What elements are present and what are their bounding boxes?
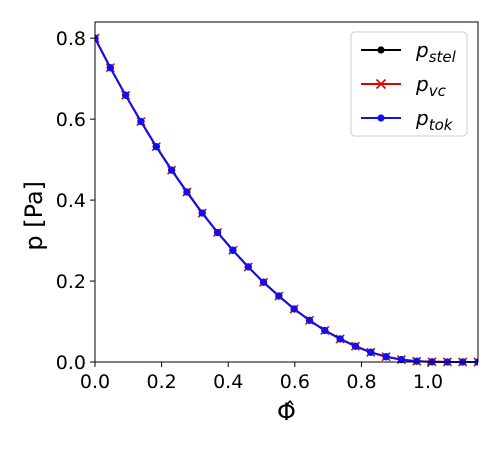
legend-label: pstel bbox=[415, 38, 457, 66]
data-point bbox=[351, 342, 360, 350]
data-point bbox=[367, 348, 375, 356]
x-tick-label: 0.4 bbox=[213, 371, 243, 393]
legend-label-main: p bbox=[415, 106, 429, 130]
legend-label-main: p bbox=[415, 38, 429, 62]
data-point bbox=[321, 326, 329, 335]
y-tick-label: 0.6 bbox=[56, 109, 86, 131]
data-point bbox=[122, 91, 130, 99]
x-tick-label: 1.0 bbox=[413, 371, 443, 393]
data-point bbox=[95, 34, 99, 42]
data-point bbox=[336, 335, 344, 343]
x-tick-label: 0.8 bbox=[346, 371, 376, 393]
legend-item-vc: pvc bbox=[361, 72, 447, 100]
legend-label: pvc bbox=[415, 72, 447, 100]
x-tick-label: 0.2 bbox=[146, 371, 176, 393]
data-point bbox=[290, 305, 298, 313]
x-axis-ticks: 0.0 0.2 0.4 0.6 0.8 1.0 bbox=[80, 362, 443, 393]
data-point bbox=[137, 117, 145, 126]
plot-content bbox=[95, 33, 478, 367]
y-tick-label: 0.4 bbox=[56, 190, 86, 212]
data-point bbox=[95, 33, 100, 43]
data-point bbox=[198, 209, 206, 217]
data-point bbox=[275, 292, 283, 300]
x-tick-label: 0.0 bbox=[80, 371, 110, 393]
data-point bbox=[244, 263, 252, 271]
data-point bbox=[106, 64, 114, 72]
data-point bbox=[183, 188, 191, 196]
y-tick-label: 0.0 bbox=[56, 352, 86, 374]
legend-marker bbox=[375, 78, 387, 90]
legend-marker bbox=[377, 46, 385, 54]
data-point bbox=[213, 228, 222, 237]
y-tick-label: 0.2 bbox=[56, 271, 86, 293]
x-axis-label: Φ̂ bbox=[277, 398, 296, 426]
axes-frame bbox=[94, 21, 479, 363]
legend-item-tok: ptok bbox=[361, 106, 454, 134]
y-axis-label: p [Pa] bbox=[20, 181, 48, 251]
legend-label: ptok bbox=[415, 106, 454, 134]
legend-item-stel: pstel bbox=[361, 38, 457, 66]
legend-label-sub: vc bbox=[429, 82, 447, 100]
data-point bbox=[152, 143, 160, 151]
data-point bbox=[382, 353, 390, 361]
data-point bbox=[229, 246, 237, 254]
data-point bbox=[397, 355, 405, 364]
y-tick-label: 0.8 bbox=[56, 28, 86, 50]
data-point bbox=[473, 357, 478, 367]
legend-marker bbox=[377, 114, 385, 122]
legend-label-sub: stel bbox=[429, 48, 457, 66]
legend-box bbox=[350, 31, 468, 137]
data-point bbox=[413, 357, 421, 365]
legend-label-main: p bbox=[415, 72, 429, 96]
x-tick-label: 0.6 bbox=[280, 371, 310, 393]
data-point bbox=[168, 166, 176, 174]
data-point bbox=[305, 316, 314, 324]
legend-label-sub: tok bbox=[429, 116, 454, 134]
data-point bbox=[259, 278, 268, 286]
y-axis-ticks: 0.0 0.2 0.4 0.6 0.8 bbox=[56, 28, 95, 374]
